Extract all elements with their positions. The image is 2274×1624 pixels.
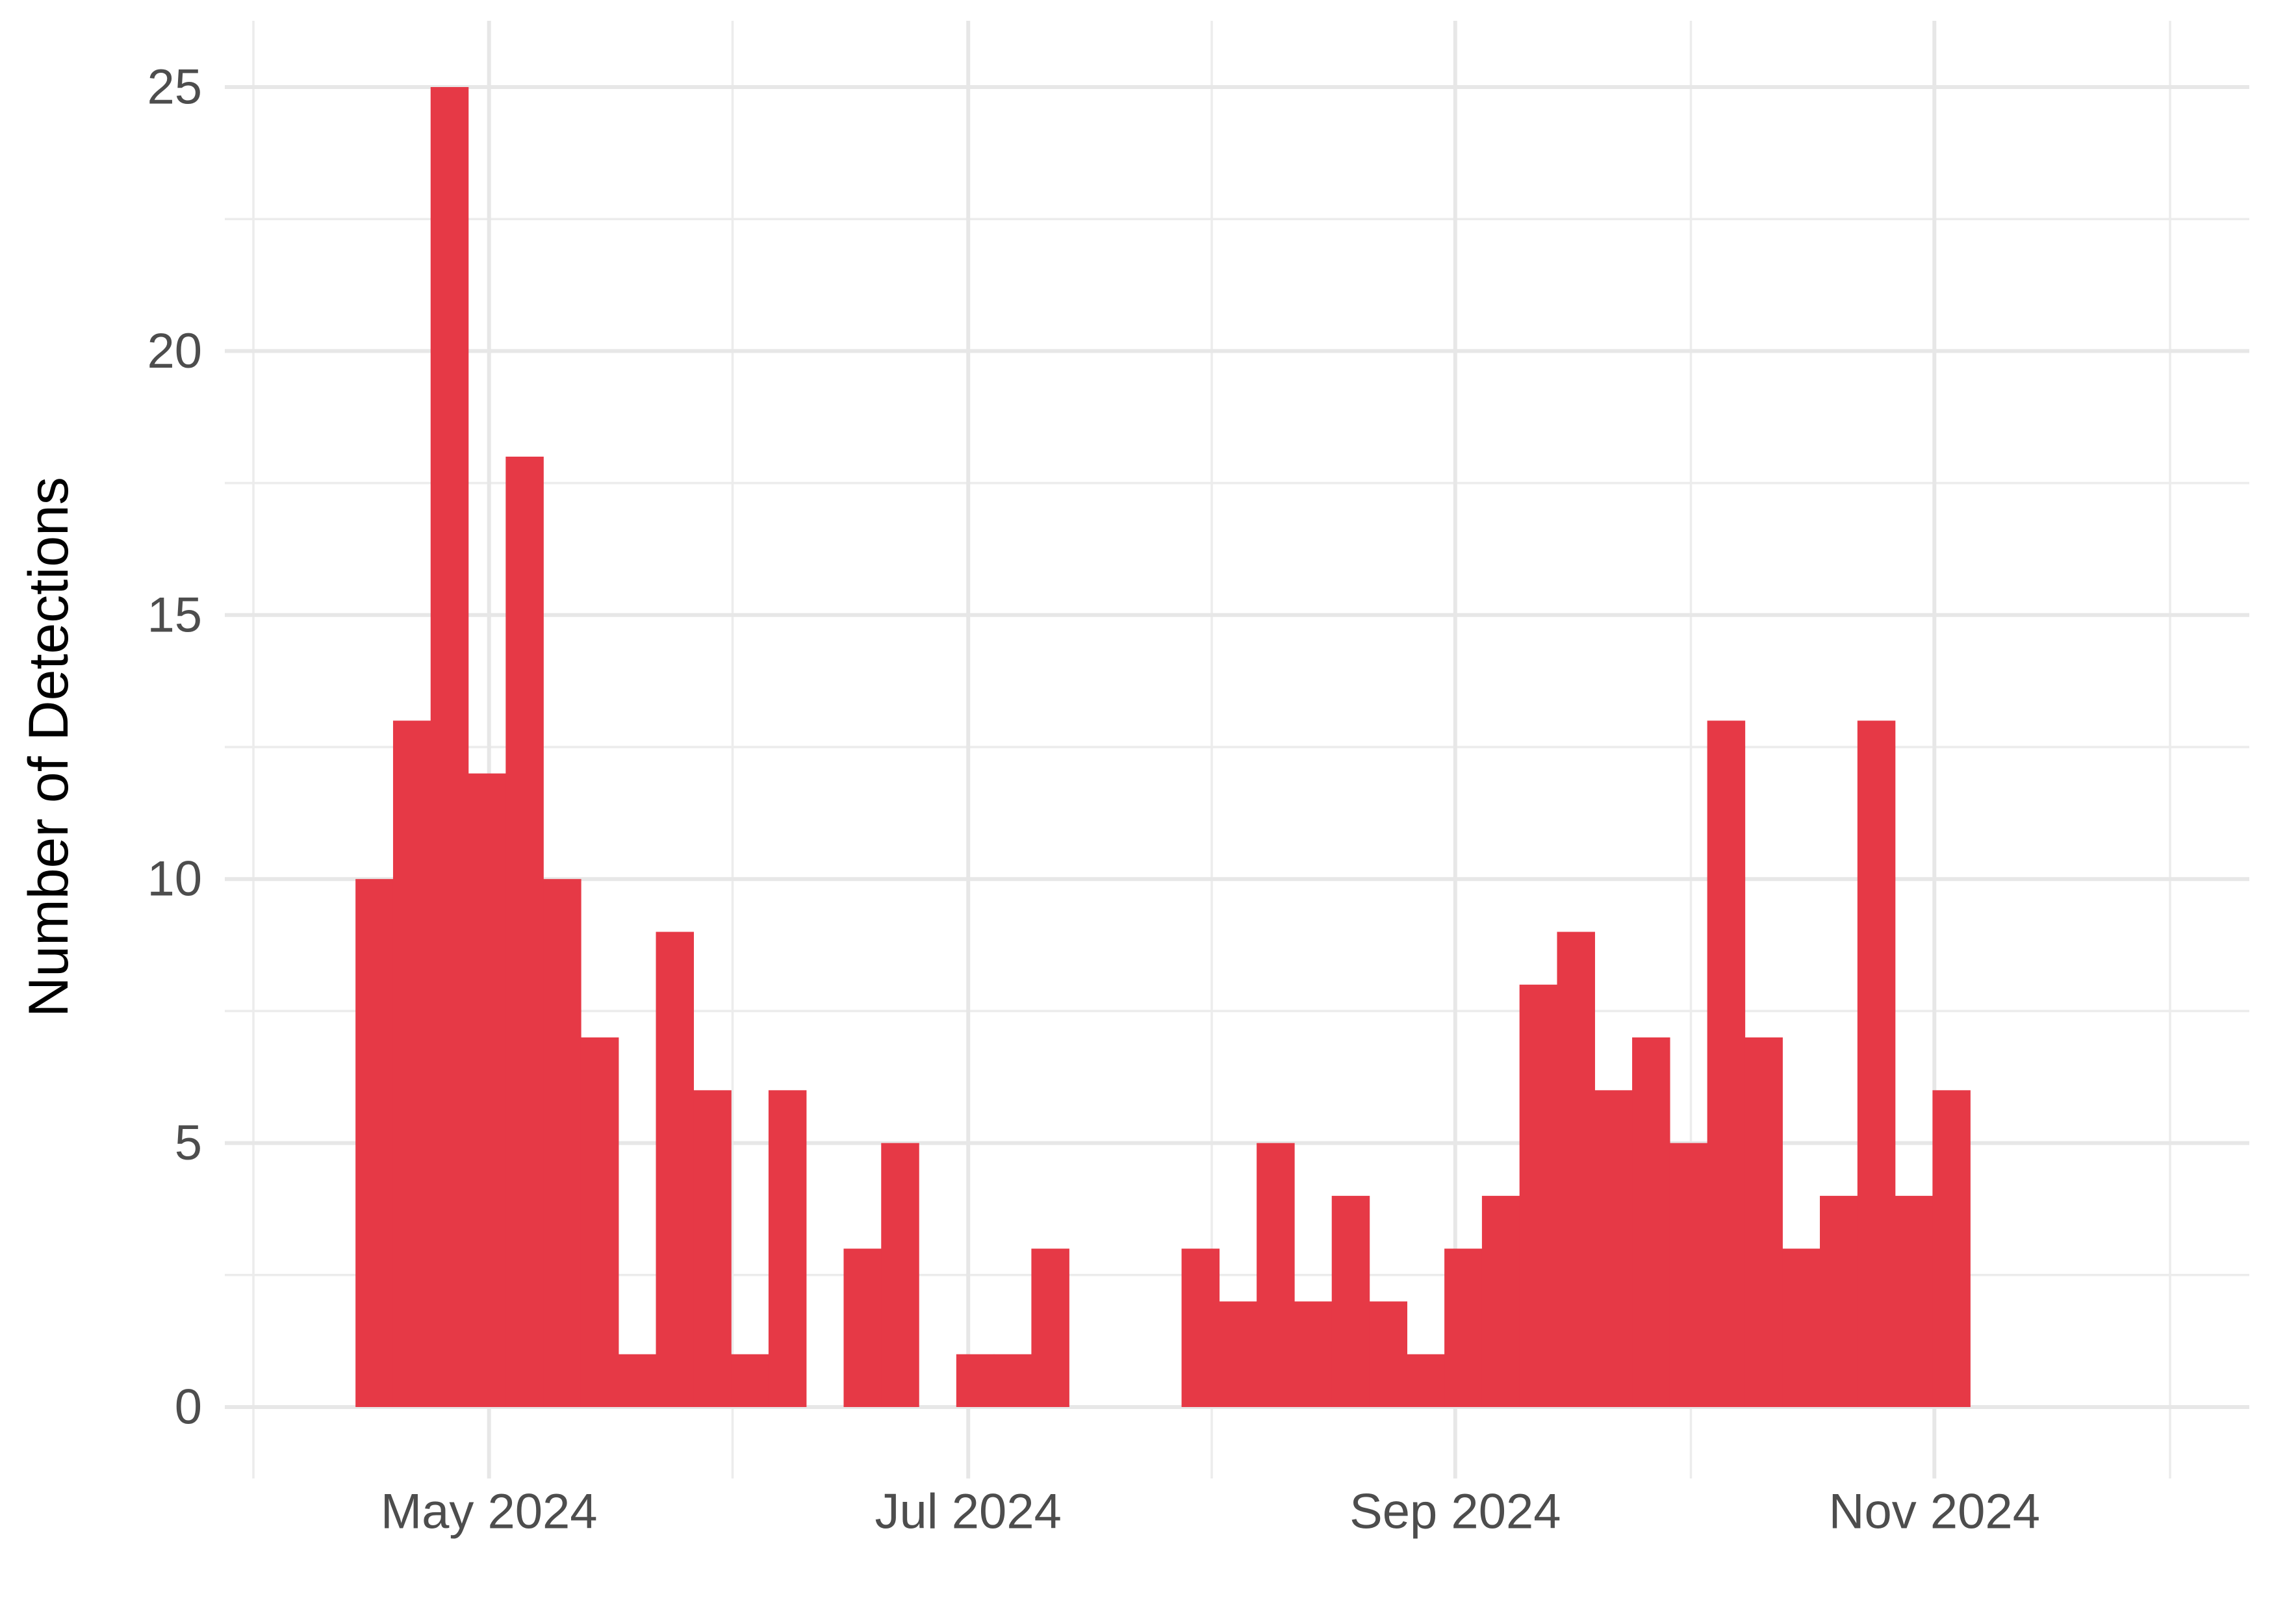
histogram-bar (1369, 1301, 1408, 1407)
histogram-bar (1519, 984, 1558, 1407)
histogram-bar (881, 1143, 919, 1407)
histogram-bar (392, 720, 431, 1407)
histogram-bar (1744, 1037, 1783, 1407)
y-tick-label-25: 25 (147, 60, 202, 115)
y-axis-tick-labels: 0 5 10 15 20 25 (147, 60, 202, 1435)
histogram-bar (1219, 1301, 1257, 1407)
y-tick-label-10: 10 (147, 852, 202, 907)
histogram-bar (543, 879, 581, 1407)
histogram-bar (656, 932, 694, 1407)
histogram-bar (355, 879, 394, 1407)
histogram-bar (1632, 1037, 1670, 1407)
histogram-bar (1331, 1195, 1370, 1407)
histogram-bar (1294, 1301, 1333, 1407)
x-axis-tick-labels: May 2024 Jul 2024 Sep 2024 Nov 2024 (381, 1484, 2040, 1540)
x-tick-label-jul: Jul 2024 (875, 1484, 1062, 1540)
histogram-bar (1782, 1249, 1820, 1407)
y-axis-title: Number of Detections (18, 477, 80, 1017)
y-tick-label-5: 5 (175, 1115, 202, 1171)
histogram-bar (1557, 932, 1595, 1407)
histogram-bar (768, 1090, 807, 1407)
histogram-bar (580, 1037, 619, 1407)
histogram-bar (1669, 1143, 1708, 1407)
histogram-bar (1895, 1195, 1934, 1407)
histogram-bar (1181, 1249, 1220, 1407)
y-tick-label-15: 15 (147, 587, 202, 642)
histogram-bars (355, 87, 1971, 1408)
x-tick-label-nov: Nov 2024 (1829, 1484, 2040, 1540)
histogram-bar (1820, 1195, 1858, 1407)
histogram-bar (693, 1090, 732, 1407)
histogram-bar (468, 773, 507, 1407)
histogram-bar (430, 87, 469, 1407)
histogram-bar (1857, 720, 1896, 1407)
histogram-bar (1932, 1090, 1971, 1407)
histogram-bar (505, 456, 544, 1408)
histogram-bar (1407, 1354, 1445, 1407)
histogram-bar (1707, 720, 1746, 1407)
histogram-bar (1031, 1249, 1069, 1407)
histogram-bar (618, 1354, 657, 1407)
histogram-bar (1594, 1090, 1633, 1407)
histogram-bar (993, 1354, 1032, 1407)
histogram-bar (1481, 1195, 1520, 1407)
histogram-bar (1257, 1143, 1295, 1407)
y-tick-label-0: 0 (175, 1380, 202, 1435)
histogram-bar (843, 1249, 882, 1407)
y-tick-label-20: 20 (147, 324, 202, 379)
histogram-bar (956, 1354, 995, 1407)
x-tick-label-sep: Sep 2024 (1349, 1484, 1561, 1540)
x-tick-label-may: May 2024 (381, 1484, 598, 1540)
histogram-bar (1444, 1249, 1483, 1407)
histogram-bar (731, 1354, 769, 1407)
